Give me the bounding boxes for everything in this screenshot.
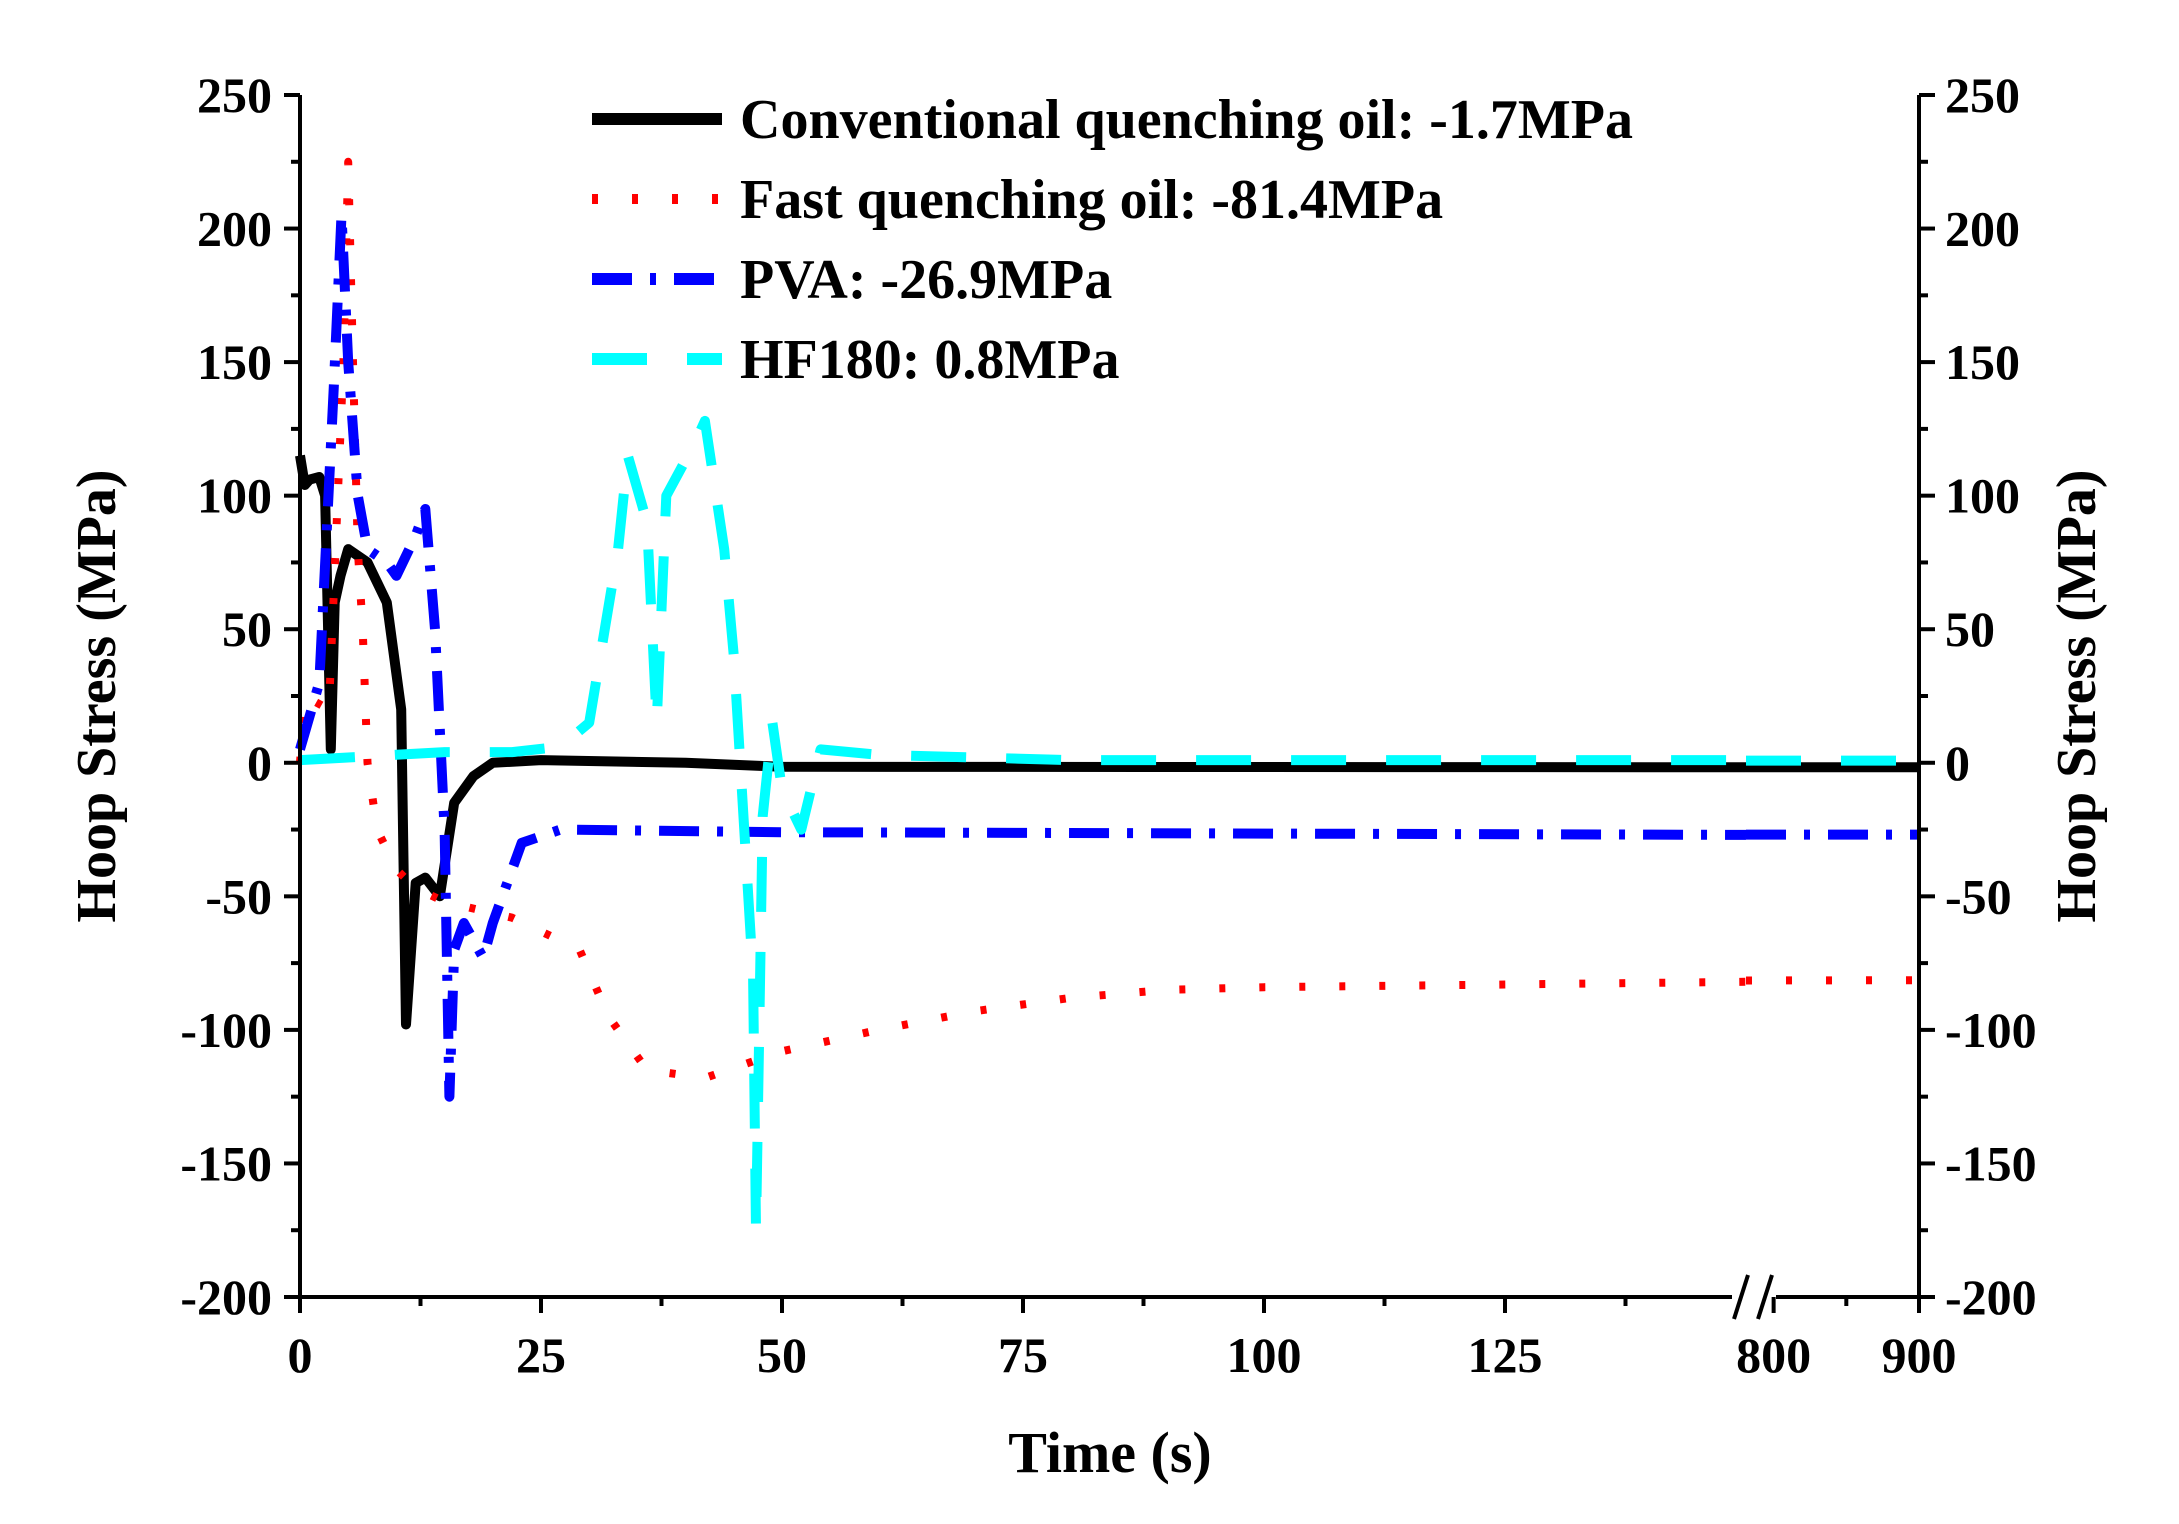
legend-label-1: Fast quenching oil: -81.4MPa xyxy=(740,169,1443,231)
legend-label-2: PVA: -26.9MPa xyxy=(740,249,1112,311)
axis-break-mark xyxy=(1732,1274,1750,1320)
y-tick-label-right: 100 xyxy=(1945,468,2020,524)
y-tick-label-right: 200 xyxy=(1945,201,2020,257)
series-line-1-segment-0 xyxy=(296,157,1747,1082)
legend: Conventional quenching oil: -1.7MPa Fast … xyxy=(592,89,1633,391)
y-tick-label-right: 250 xyxy=(1945,67,2020,123)
y-tick-label-left: 100 xyxy=(197,468,272,524)
series-line-3-segment-0 xyxy=(299,415,1746,1236)
axes-layer: -200 -200 -150 -150 -100 -100 -50 -50 0 0 50 50 100 1… xyxy=(180,67,2036,1383)
x-tick-label: 100 xyxy=(1227,1327,1302,1383)
x-tick-label: 50 xyxy=(757,1327,807,1383)
y-tick-label-left: 50 xyxy=(222,601,272,657)
y-tick-label-left: 150 xyxy=(197,334,272,390)
axis-break-mark xyxy=(1756,1274,1774,1320)
x-tick-label: 900 xyxy=(1882,1327,1957,1383)
y-tick-label-right: -50 xyxy=(1945,868,2012,924)
x-tick-label: 25 xyxy=(516,1327,566,1383)
legend-label-0: Conventional quenching oil: -1.7MPa xyxy=(740,89,1633,151)
y-tick-label-right: 0 xyxy=(1945,735,1970,791)
series-layer xyxy=(295,157,1920,1236)
x-tick-label: 75 xyxy=(998,1327,1048,1383)
y-axis-label-right: Hoop Stress (MPa) xyxy=(2046,469,2108,922)
y-tick-label-left: -200 xyxy=(180,1269,272,1325)
series-line-2-segment-0 xyxy=(295,210,1747,1102)
y-axis-label-left: Hoop Stress (MPa) xyxy=(66,469,128,922)
y-tick-label-right: 150 xyxy=(1945,334,2020,390)
y-tick-label-right: 50 xyxy=(1945,601,1995,657)
y-tick-label-left: -150 xyxy=(180,1135,272,1191)
legend-label-3: HF180: 0.8MPa xyxy=(740,329,1119,391)
y-tick-label-right: -150 xyxy=(1945,1135,2037,1191)
series-line-0-segment-0 xyxy=(295,454,1747,1030)
x-axis-label: Time (s) xyxy=(1008,1420,1212,1485)
x-tick-label: 800 xyxy=(1736,1327,1811,1383)
y-tick-label-left: -50 xyxy=(205,868,272,924)
x-tick-label: 0 xyxy=(288,1327,313,1383)
y-tick-label-left: 200 xyxy=(197,201,272,257)
y-tick-label-left: 250 xyxy=(197,67,272,123)
y-tick-label-left: 0 xyxy=(247,735,272,791)
y-tick-label-right: -200 xyxy=(1945,1269,2037,1325)
y-tick-label-right: -100 xyxy=(1945,1002,2037,1058)
x-tick-label: 125 xyxy=(1468,1327,1543,1383)
y-tick-label-left: -100 xyxy=(180,1002,272,1058)
